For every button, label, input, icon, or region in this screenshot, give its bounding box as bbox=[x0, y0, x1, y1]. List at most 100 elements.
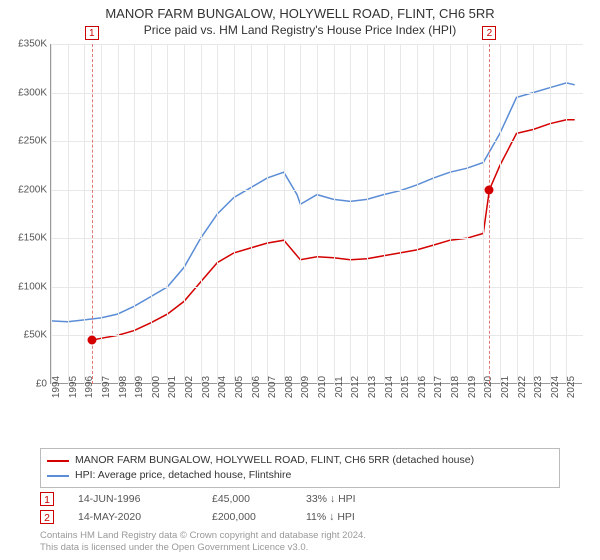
plot-area: £0£50K£100K£150K£200K£250K£300K£350K1994… bbox=[50, 44, 582, 384]
gridline-v bbox=[550, 44, 551, 384]
gridline-v bbox=[517, 44, 518, 384]
container: MANOR FARM BUNGALOW, HOLYWELL ROAD, FLIN… bbox=[0, 0, 600, 560]
gridline-v bbox=[367, 44, 368, 384]
gridline-v bbox=[417, 44, 418, 384]
x-axis-label: 2001 bbox=[167, 376, 178, 398]
y-axis-label: £250K bbox=[3, 136, 47, 147]
gridline-v bbox=[267, 44, 268, 384]
x-axis-label: 2024 bbox=[550, 376, 561, 398]
gridline-v bbox=[317, 44, 318, 384]
sale-price: £45,000 bbox=[212, 493, 282, 505]
legend-label: HPI: Average price, detached house, Flin… bbox=[75, 468, 291, 483]
y-axis-label: £100K bbox=[3, 281, 47, 292]
gridline-v bbox=[134, 44, 135, 384]
gridline-v bbox=[533, 44, 534, 384]
x-axis-label: 2003 bbox=[201, 376, 212, 398]
gridline-v bbox=[184, 44, 185, 384]
gridline-v bbox=[500, 44, 501, 384]
gridline-v bbox=[483, 44, 484, 384]
gridline-v bbox=[201, 44, 202, 384]
sale-hpi: 11% ↓ HPI bbox=[306, 511, 396, 523]
gridline-v bbox=[400, 44, 401, 384]
credits-line: This data is licensed under the Open Gov… bbox=[40, 542, 366, 554]
x-axis-label: 1998 bbox=[118, 376, 129, 398]
sale-dot bbox=[87, 336, 96, 345]
x-axis-label: 2011 bbox=[334, 376, 345, 398]
y-axis-label: £50K bbox=[3, 330, 47, 341]
sale-dot bbox=[485, 185, 494, 194]
x-axis-label: 2017 bbox=[433, 376, 444, 398]
sale-badge-chart: 1 bbox=[85, 26, 99, 40]
gridline-v bbox=[334, 44, 335, 384]
sale-date: 14-JUN-1996 bbox=[78, 493, 188, 505]
x-axis-label: 2019 bbox=[467, 376, 478, 398]
gridline-v bbox=[284, 44, 285, 384]
sale-marker-line bbox=[92, 44, 93, 384]
x-axis-label: 1994 bbox=[51, 376, 62, 398]
x-axis-label: 2006 bbox=[251, 376, 262, 398]
x-axis-label: 2022 bbox=[517, 376, 528, 398]
x-axis-label: 1995 bbox=[68, 376, 79, 398]
x-axis-label: 2009 bbox=[300, 376, 311, 398]
y-axis-label: £350K bbox=[3, 39, 47, 50]
gridline-v bbox=[300, 44, 301, 384]
gridline-v bbox=[167, 44, 168, 384]
gridline-v bbox=[350, 44, 351, 384]
gridline-v bbox=[234, 44, 235, 384]
x-axis-label: 2004 bbox=[217, 376, 228, 398]
y-axis-label: £0 bbox=[3, 379, 47, 390]
x-axis-label: 2013 bbox=[367, 376, 378, 398]
x-axis-label: 2007 bbox=[267, 376, 278, 398]
sale-price: £200,000 bbox=[212, 511, 282, 523]
x-axis-label: 2025 bbox=[566, 376, 577, 398]
gridline-v bbox=[384, 44, 385, 384]
gridline-v bbox=[84, 44, 85, 384]
legend: MANOR FARM BUNGALOW, HOLYWELL ROAD, FLIN… bbox=[40, 448, 560, 488]
x-axis-label: 1997 bbox=[101, 376, 112, 398]
x-axis-label: 2014 bbox=[384, 376, 395, 398]
x-axis-label: 2018 bbox=[450, 376, 461, 398]
x-axis-label: 2005 bbox=[234, 376, 245, 398]
chart-title: MANOR FARM BUNGALOW, HOLYWELL ROAD, FLIN… bbox=[0, 0, 600, 21]
gridline-v bbox=[450, 44, 451, 384]
y-axis-label: £200K bbox=[3, 184, 47, 195]
x-axis-label: 1996 bbox=[84, 376, 95, 398]
gridline-v bbox=[433, 44, 434, 384]
sale-hpi: 33% ↓ HPI bbox=[306, 493, 396, 505]
sale-marker-line bbox=[489, 44, 490, 384]
sale-badge: 1 bbox=[40, 492, 54, 506]
legend-swatch bbox=[47, 475, 69, 477]
sale-row: 2 14-MAY-2020 £200,000 11% ↓ HPI bbox=[40, 508, 396, 526]
x-axis-label: 2002 bbox=[184, 376, 195, 398]
gridline-v bbox=[566, 44, 567, 384]
sale-date: 14-MAY-2020 bbox=[78, 511, 188, 523]
gridline-v bbox=[151, 44, 152, 384]
y-axis-label: £300K bbox=[3, 87, 47, 98]
gridline-v bbox=[51, 44, 52, 384]
sale-table: 1 14-JUN-1996 £45,000 33% ↓ HPI 2 14-MAY… bbox=[40, 490, 396, 526]
credits: Contains HM Land Registry data © Crown c… bbox=[40, 530, 366, 554]
credits-line: Contains HM Land Registry data © Crown c… bbox=[40, 530, 366, 542]
legend-item: HPI: Average price, detached house, Flin… bbox=[47, 468, 553, 483]
gridline-v bbox=[467, 44, 468, 384]
y-axis-label: £150K bbox=[3, 233, 47, 244]
sale-row: 1 14-JUN-1996 £45,000 33% ↓ HPI bbox=[40, 490, 396, 508]
legend-label: MANOR FARM BUNGALOW, HOLYWELL ROAD, FLIN… bbox=[75, 453, 474, 468]
x-axis-label: 2016 bbox=[417, 376, 428, 398]
x-axis-label: 1999 bbox=[134, 376, 145, 398]
gridline-v bbox=[118, 44, 119, 384]
legend-swatch bbox=[47, 460, 69, 462]
legend-item: MANOR FARM BUNGALOW, HOLYWELL ROAD, FLIN… bbox=[47, 453, 553, 468]
gridline-v bbox=[101, 44, 102, 384]
x-axis-label: 2015 bbox=[400, 376, 411, 398]
x-axis-label: 2021 bbox=[500, 376, 511, 398]
x-axis-label: 2000 bbox=[151, 376, 162, 398]
gridline-v bbox=[217, 44, 218, 384]
sale-badge: 2 bbox=[40, 510, 54, 524]
chart: £0£50K£100K£150K£200K£250K£300K£350K1994… bbox=[50, 44, 582, 404]
gridline-v bbox=[68, 44, 69, 384]
x-axis-label: 2023 bbox=[533, 376, 544, 398]
x-axis-label: 2008 bbox=[284, 376, 295, 398]
sale-badge-chart: 2 bbox=[482, 26, 496, 40]
x-axis-label: 2010 bbox=[317, 376, 328, 398]
